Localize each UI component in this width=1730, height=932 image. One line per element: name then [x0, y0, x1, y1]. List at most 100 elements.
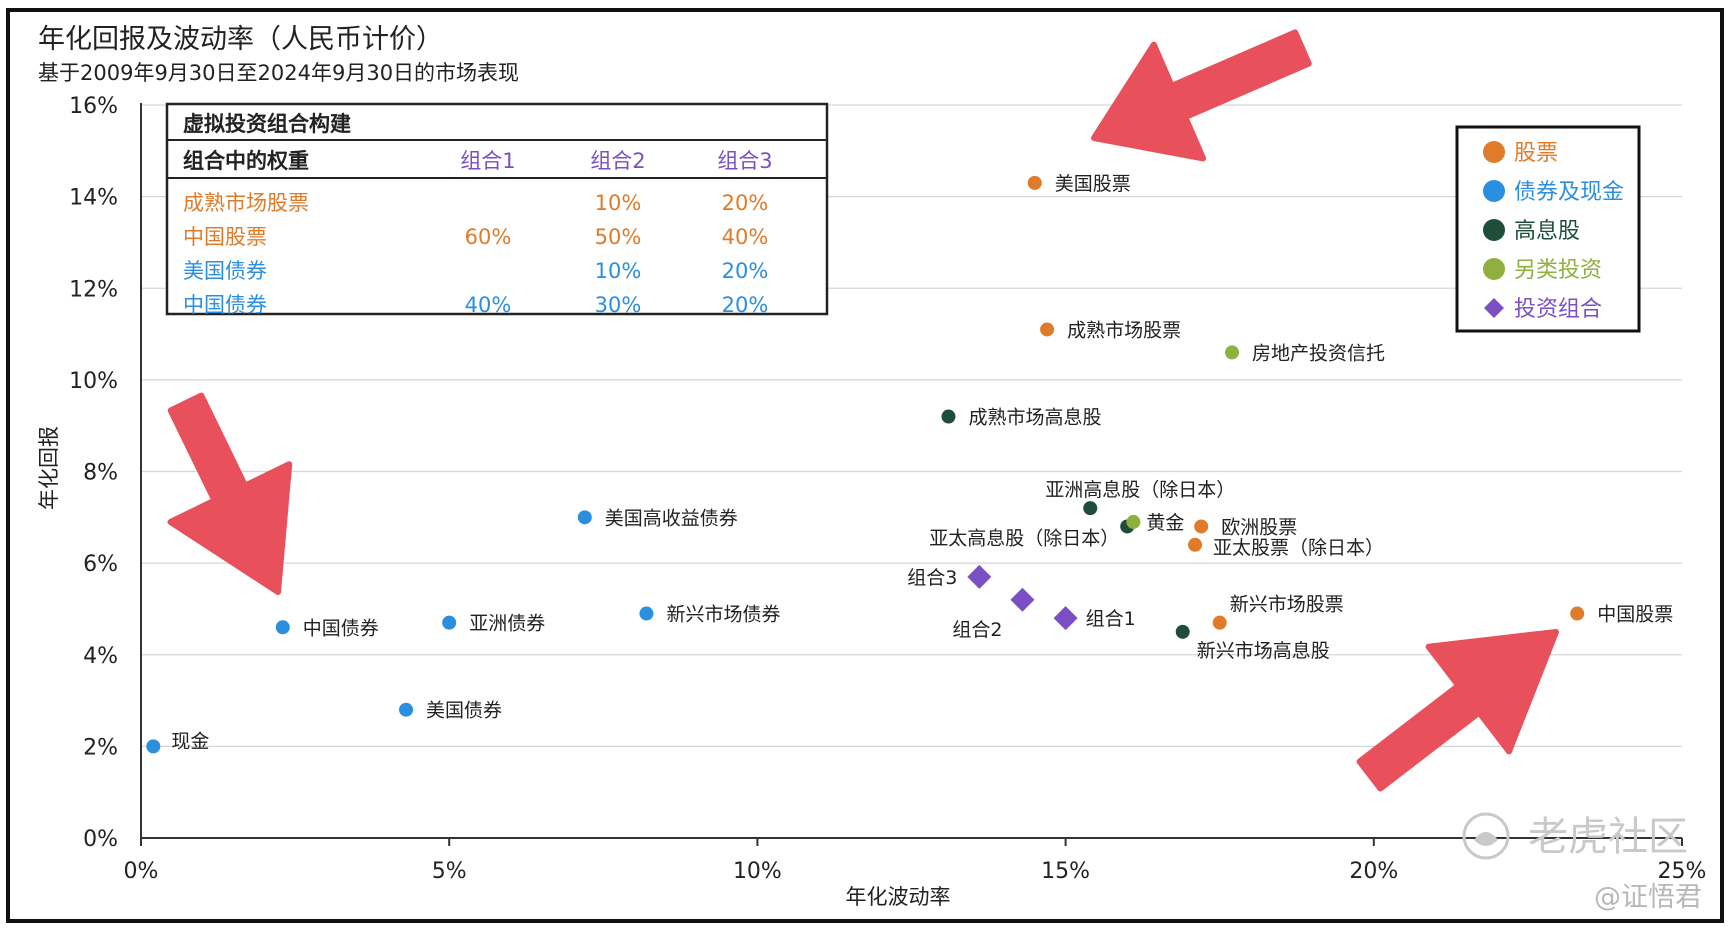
y-tick-label: 12%: [69, 277, 118, 302]
data-point: [1040, 322, 1055, 337]
x-tick-label: 10%: [733, 859, 782, 884]
data-point: [1126, 514, 1141, 529]
table-row-label: 中国债券: [183, 293, 267, 317]
point-label: 亚太高息股（除日本）: [929, 527, 1119, 549]
point-label: 新兴市场债券: [666, 604, 780, 626]
table-header-portfolio: 组合2: [590, 149, 645, 173]
x-axis-label: 年化波动率: [846, 885, 951, 909]
y-tick-label: 8%: [83, 461, 118, 486]
x-tick-label: 15%: [1041, 859, 1090, 884]
legend-label: 投资组合: [1514, 297, 1602, 322]
data-point: [1194, 519, 1209, 534]
legend-marker: [1483, 180, 1505, 202]
portfolio-point: [1010, 587, 1035, 612]
data-point: [146, 739, 161, 754]
legend-marker: [1483, 219, 1505, 241]
table-cell: 40%: [722, 225, 769, 249]
data-point: [1212, 615, 1227, 630]
x-tick-label: 0%: [124, 859, 159, 884]
table-cell: 40%: [465, 293, 512, 317]
data-point: [1083, 501, 1098, 516]
tiger-logo-icon: [1462, 812, 1510, 860]
portfolio-point: [1053, 606, 1078, 631]
point-label: 亚洲高息股（除日本）: [1045, 479, 1235, 501]
point-label: 组合2: [952, 619, 1002, 641]
data-point: [639, 606, 654, 621]
chart-subtitle: 基于2009年9月30日至2024年9月30日的市场表现: [38, 61, 519, 85]
table-header-portfolio: 组合1: [460, 149, 515, 173]
axes: [140, 103, 1682, 839]
point-label: 现金: [171, 730, 209, 752]
point-label: 亚洲债券: [469, 613, 545, 635]
table-cell: 30%: [595, 293, 642, 317]
table-row-label: 中国股票: [183, 225, 267, 249]
y-tick-label: 10%: [69, 369, 118, 394]
table-cell: 60%: [465, 225, 512, 249]
table-cell: 50%: [595, 225, 642, 249]
arrow-icon: [1356, 629, 1559, 792]
table-row-label: 美国债券: [183, 259, 267, 283]
data-point: [1188, 537, 1203, 552]
data-point: [1175, 624, 1190, 639]
legend-marker: [1483, 141, 1505, 163]
point-label: 新兴市场高息股: [1197, 640, 1330, 662]
table-cell: 10%: [595, 191, 642, 215]
data-point: [577, 510, 592, 525]
table-cell: 10%: [595, 259, 642, 283]
point-label: 美国高收益债券: [605, 507, 738, 529]
y-tick-label: 0%: [83, 827, 118, 852]
data-point: [399, 702, 414, 717]
point-label: 美国债券: [426, 700, 502, 722]
table-cell: 20%: [722, 191, 769, 215]
x-tick-label: 20%: [1349, 859, 1398, 884]
point-label: 亚太股票（除日本）: [1213, 537, 1384, 559]
chart-title: 年化回报及波动率（人民币计价）: [38, 24, 443, 55]
watermark: 老虎社区 @证悟君: [1462, 812, 1702, 913]
y-tick-labels: 0% 2% 4% 6% 8% 10% 12% 14% 16%: [69, 94, 118, 852]
y-tick-label: 6%: [83, 552, 118, 577]
point-label: 房地产投资信托: [1252, 342, 1385, 364]
point-label: 中国债券: [303, 617, 379, 639]
data-point: [1225, 345, 1240, 360]
table-cell: 20%: [722, 259, 769, 283]
point-label: 成熟市场高息股: [968, 407, 1101, 429]
legend-label: 高息股: [1514, 219, 1580, 244]
table-row-label: 成熟市场股票: [183, 191, 309, 215]
legend-label: 股票: [1514, 141, 1558, 166]
portfolio-point: [967, 564, 992, 589]
point-label: 欧洲股票: [1221, 516, 1297, 538]
table-header-portfolio: 组合3: [717, 149, 772, 173]
point-label: 中国股票: [1597, 604, 1673, 626]
data-point: [1027, 175, 1042, 190]
data-point: [442, 615, 457, 630]
y-tick-label: 16%: [69, 94, 118, 119]
watermark-author: @证悟君: [1594, 882, 1702, 913]
x-tick-labels: 0% 5% 10% 15% 20% 25%: [124, 838, 1707, 884]
legend-marker-diamond: [1484, 298, 1504, 318]
table-title: 虚拟投资组合构建: [183, 112, 351, 136]
point-label: 组合1: [1086, 608, 1136, 630]
data-point: [1570, 606, 1585, 621]
point-label: 成熟市场股票: [1067, 319, 1181, 341]
table-cell: 20%: [722, 293, 769, 317]
y-tick-label: 14%: [69, 186, 118, 211]
legend-marker: [1483, 258, 1505, 280]
y-axis-label: 年化回报: [37, 426, 61, 510]
x-tick-label: 25%: [1658, 859, 1707, 884]
annotation-arrows: [167, 29, 1559, 792]
data-point: [941, 409, 956, 424]
y-tick-label: 4%: [83, 644, 118, 669]
point-label: 新兴市场股票: [1230, 594, 1344, 616]
y-tick-label: 2%: [83, 735, 118, 760]
point-label: 美国股票: [1055, 173, 1131, 195]
point-label: 组合3: [907, 567, 957, 589]
data-point: [275, 620, 290, 635]
legend-label: 另类投资: [1514, 258, 1602, 283]
legend-label: 债券及现金: [1514, 180, 1624, 205]
table-header-label: 组合中的权重: [183, 149, 309, 173]
watermark-brand: 老虎社区: [1528, 814, 1688, 860]
arrow-icon: [1091, 29, 1312, 162]
